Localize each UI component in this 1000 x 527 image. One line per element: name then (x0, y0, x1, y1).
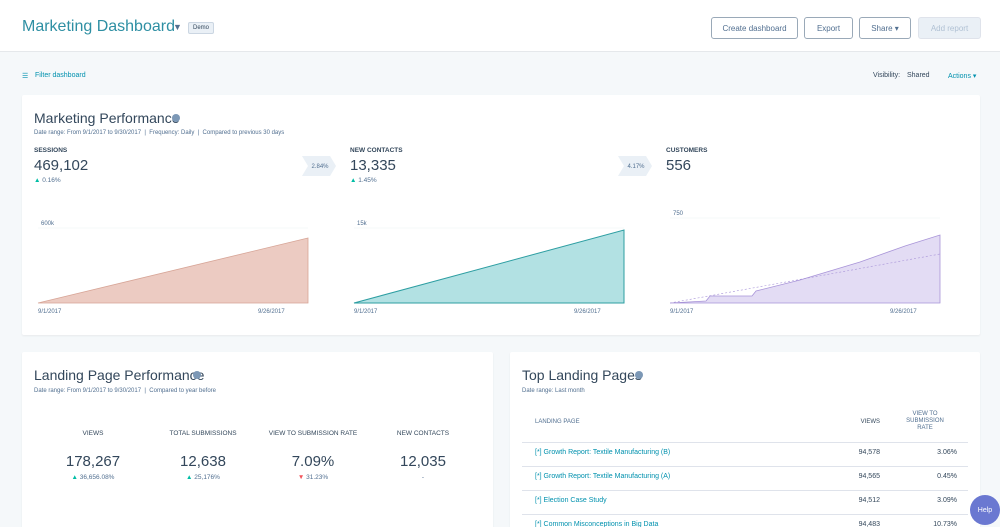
filter-link[interactable]: Filter dashboard (35, 72, 86, 79)
rate: 3.09% (937, 497, 957, 504)
metric-value: 7.09% (291, 453, 335, 470)
x-tick-label: 9/26/2017 (890, 309, 917, 315)
views: 94,578 (858, 449, 880, 456)
actions-link[interactable]: Actions ▾ (948, 73, 977, 80)
area-chart (37, 237, 309, 304)
y-tick-label: 15k (357, 221, 368, 227)
metric-value: 12,035 (400, 453, 446, 470)
column-header[interactable]: VIEWS (860, 419, 880, 425)
metric-change: ▲ 36,656.08% (71, 474, 115, 481)
x-tick-label: 9/1/2017 (38, 309, 62, 315)
dashboard-title[interactable]: Marketing Dashboard (22, 18, 175, 35)
visibility-label: Visibility: (873, 72, 901, 79)
metric-change: - (421, 474, 425, 481)
button[interactable]: Export (804, 17, 853, 39)
row-divider (522, 514, 968, 515)
x-tick-label: 9/26/2017 (258, 309, 285, 315)
views: 94,565 (858, 473, 880, 480)
metric-label: CUSTOMERS (666, 147, 708, 154)
info-icon[interactable] (193, 371, 201, 379)
x-tick-label: 9/26/2017 (574, 309, 601, 315)
metric-value: 469,102 (34, 157, 89, 174)
metric-change: ▼ 31.23% (297, 474, 329, 481)
card-subtitle: Date range: Last month (522, 388, 585, 394)
metric-label: VIEW TO SUBMISSION RATE (268, 430, 358, 437)
views: 94,512 (858, 497, 880, 504)
column-header[interactable]: VIEW TO SUBMISSION RATE (906, 411, 944, 431)
metric-label: SESSIONS (34, 147, 68, 154)
top-pages-card (510, 352, 980, 527)
card-title: Top Landing Pages (522, 367, 642, 383)
dropdown-caret[interactable]: ▼ (173, 22, 182, 32)
button: Add report (918, 17, 981, 39)
page-link[interactable]: [*] Growth Report: Textile Manufacturing… (535, 473, 671, 480)
change-text: 0.16% (42, 177, 61, 184)
area-chart (669, 234, 941, 304)
metric-change: ▲ 0.16% (34, 177, 61, 184)
card-title: Landing Page Performance (34, 367, 205, 383)
info-icon[interactable] (172, 114, 180, 122)
metric-label: NEW CONTACTS (350, 147, 403, 154)
y-tick-label: 600k (41, 221, 55, 227)
metric-value: 13,335 (350, 157, 396, 174)
conversion-rate: 4.17% (627, 164, 645, 170)
page-link[interactable]: [*] Growth Report: Textile Manufacturing… (535, 449, 671, 456)
views: 94,483 (858, 521, 880, 527)
visibility-value: Shared (907, 72, 930, 79)
y-tick-label: 750 (673, 211, 684, 217)
page-link[interactable]: [*] Election Case Study (535, 497, 607, 504)
button[interactable]: Create dashboard (711, 17, 798, 39)
landing-card (22, 352, 493, 527)
comparison-line (669, 253, 941, 304)
card-title: Marketing Performance (34, 110, 180, 126)
row-divider (522, 466, 968, 467)
conversion-arrow (618, 156, 652, 176)
column-header[interactable]: LANDING PAGE (535, 419, 580, 425)
page-link[interactable]: [*] Common Misconceptions in Big Data (535, 521, 659, 527)
conversion-rate: 2.84% (311, 164, 329, 170)
change-text: 1.45% (358, 177, 377, 184)
metric-label: TOTAL SUBMISSIONS (169, 430, 237, 437)
button[interactable]: Share ▾ (859, 17, 911, 39)
card-subtitle: Date range: From 9/1/2017 to 9/30/2017 |… (34, 388, 217, 394)
conversion-arrow (302, 156, 336, 176)
info-icon[interactable] (635, 371, 643, 379)
metric-label: NEW CONTACTS (396, 430, 450, 437)
metric-value: 12,638 (180, 453, 226, 470)
filter-icon[interactable]: ☰ (22, 73, 29, 80)
help-button[interactable]: Help (970, 495, 1000, 525)
metric-change: ▲ 25,176% (186, 474, 220, 481)
card-subtitle: Date range: From 9/1/2017 to 9/30/2017 |… (34, 130, 285, 136)
metric-label: VIEWS (82, 430, 104, 437)
row-divider (522, 490, 968, 491)
change-text: 36,656.08% (79, 474, 115, 481)
change-text: 25,176% (194, 474, 220, 481)
change-text: 31.23% (306, 474, 329, 481)
metric-change: ▲ 1.45% (350, 177, 377, 184)
rate: 3.06% (937, 449, 957, 456)
x-tick-label: 9/1/2017 (670, 309, 694, 315)
badge: Demo (188, 22, 215, 34)
metric-value: 178,267 (65, 453, 121, 470)
rate: 10.73% (933, 521, 957, 527)
x-tick-label: 9/1/2017 (354, 309, 378, 315)
metric-value: 556 (666, 157, 692, 174)
rate: 0.45% (937, 473, 957, 480)
row-divider (522, 442, 968, 443)
area-chart (353, 229, 625, 304)
